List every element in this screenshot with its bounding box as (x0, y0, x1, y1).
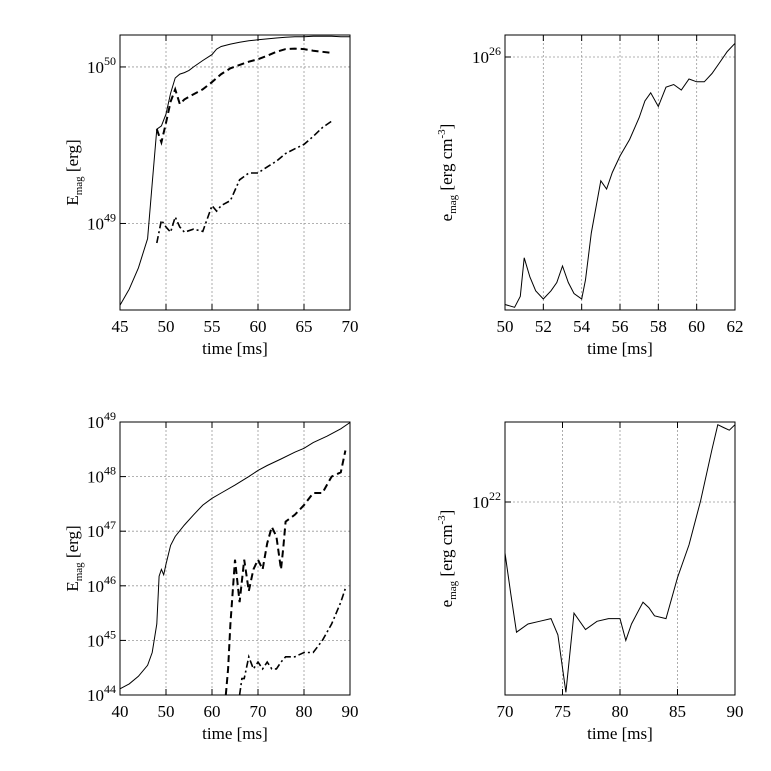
x-tick-label: 58 (650, 317, 667, 336)
series-line-dashed (224, 450, 347, 696)
panel-top-right: 50 52 54 56 58 60 62 1026 time [ms] emag [erg cm-… (436, 34, 744, 358)
y-tick-label: 1047 (87, 518, 116, 541)
x-tick-label: 75 (554, 702, 571, 721)
x-tick-label: 65 (296, 317, 313, 336)
y-axis-label: emag [erg cm-3] (436, 124, 459, 222)
y-tick-label: 1045 (87, 627, 116, 650)
plot-frame (504, 421, 736, 696)
x-tick-label: 60 (204, 702, 221, 721)
x-tick-label: 55 (204, 317, 221, 336)
x-axis-label: time [ms] (587, 724, 653, 743)
x-tick-label: 60 (688, 317, 705, 336)
x-tick-label: 50 (158, 317, 175, 336)
series-line-dashed (155, 47, 332, 146)
series-line-dashdot (238, 588, 347, 696)
x-tick-label: 50 (158, 702, 175, 721)
panel-bottom-left: 40 50 60 70 80 90 1044 1045 1046 1047 1048 1049 time… (63, 409, 359, 743)
x-tick-label: 50 (497, 317, 514, 336)
x-tick-label: 70 (497, 702, 514, 721)
panel-bottom-right: 70 75 80 85 90 1022 time [ms] emag [erg cm-3] (436, 421, 744, 743)
y-tick-label: 1026 (472, 44, 501, 67)
x-tick-label: 70 (250, 702, 267, 721)
x-tick-label: 90 (342, 702, 359, 721)
y-axis-label: Emag [erg] (63, 525, 85, 591)
y-tick-label: 1044 (87, 682, 116, 705)
x-tick-label: 85 (669, 702, 686, 721)
x-tick-label: 40 (112, 702, 129, 721)
y-tick-label: 1022 (472, 489, 501, 512)
series-line-solid (119, 35, 350, 306)
y-axis-label: Emag [erg] (63, 139, 85, 205)
series-line-dashdot (156, 120, 333, 244)
y-tick-label: 1049 (87, 210, 116, 233)
plot-frame (119, 421, 351, 696)
x-tick-label: 52 (535, 317, 552, 336)
x-tick-label: 90 (727, 702, 744, 721)
plot-frame (504, 34, 736, 311)
y-tick-label: 1049 (87, 409, 116, 432)
x-tick-label: 62 (727, 317, 744, 336)
x-axis-label: time [ms] (202, 339, 268, 358)
y-tick-label: 1050 (87, 54, 116, 77)
y-axis-label: emag [erg cm-3] (436, 510, 459, 608)
x-tick-label: 80 (612, 702, 629, 721)
plot-frame (119, 34, 351, 311)
y-tick-label: 1048 (87, 464, 116, 487)
y-tick-label: 1046 (87, 573, 116, 596)
x-tick-label: 45 (112, 317, 129, 336)
x-tick-label: 70 (342, 317, 359, 336)
x-axis-label: time [ms] (202, 724, 268, 743)
x-tick-label: 80 (296, 702, 313, 721)
x-axis-label: time [ms] (587, 339, 653, 358)
x-tick-label: 56 (612, 317, 629, 336)
x-tick-label: 60 (250, 317, 267, 336)
series-line-solid (119, 422, 351, 690)
panel-top-left: 45 50 55 60 65 70 1049 1050 time [ms] Emag [erg] (63, 34, 359, 358)
series-line-solid (504, 423, 736, 693)
series-line-solid (504, 42, 736, 308)
x-tick-label: 54 (573, 317, 591, 336)
